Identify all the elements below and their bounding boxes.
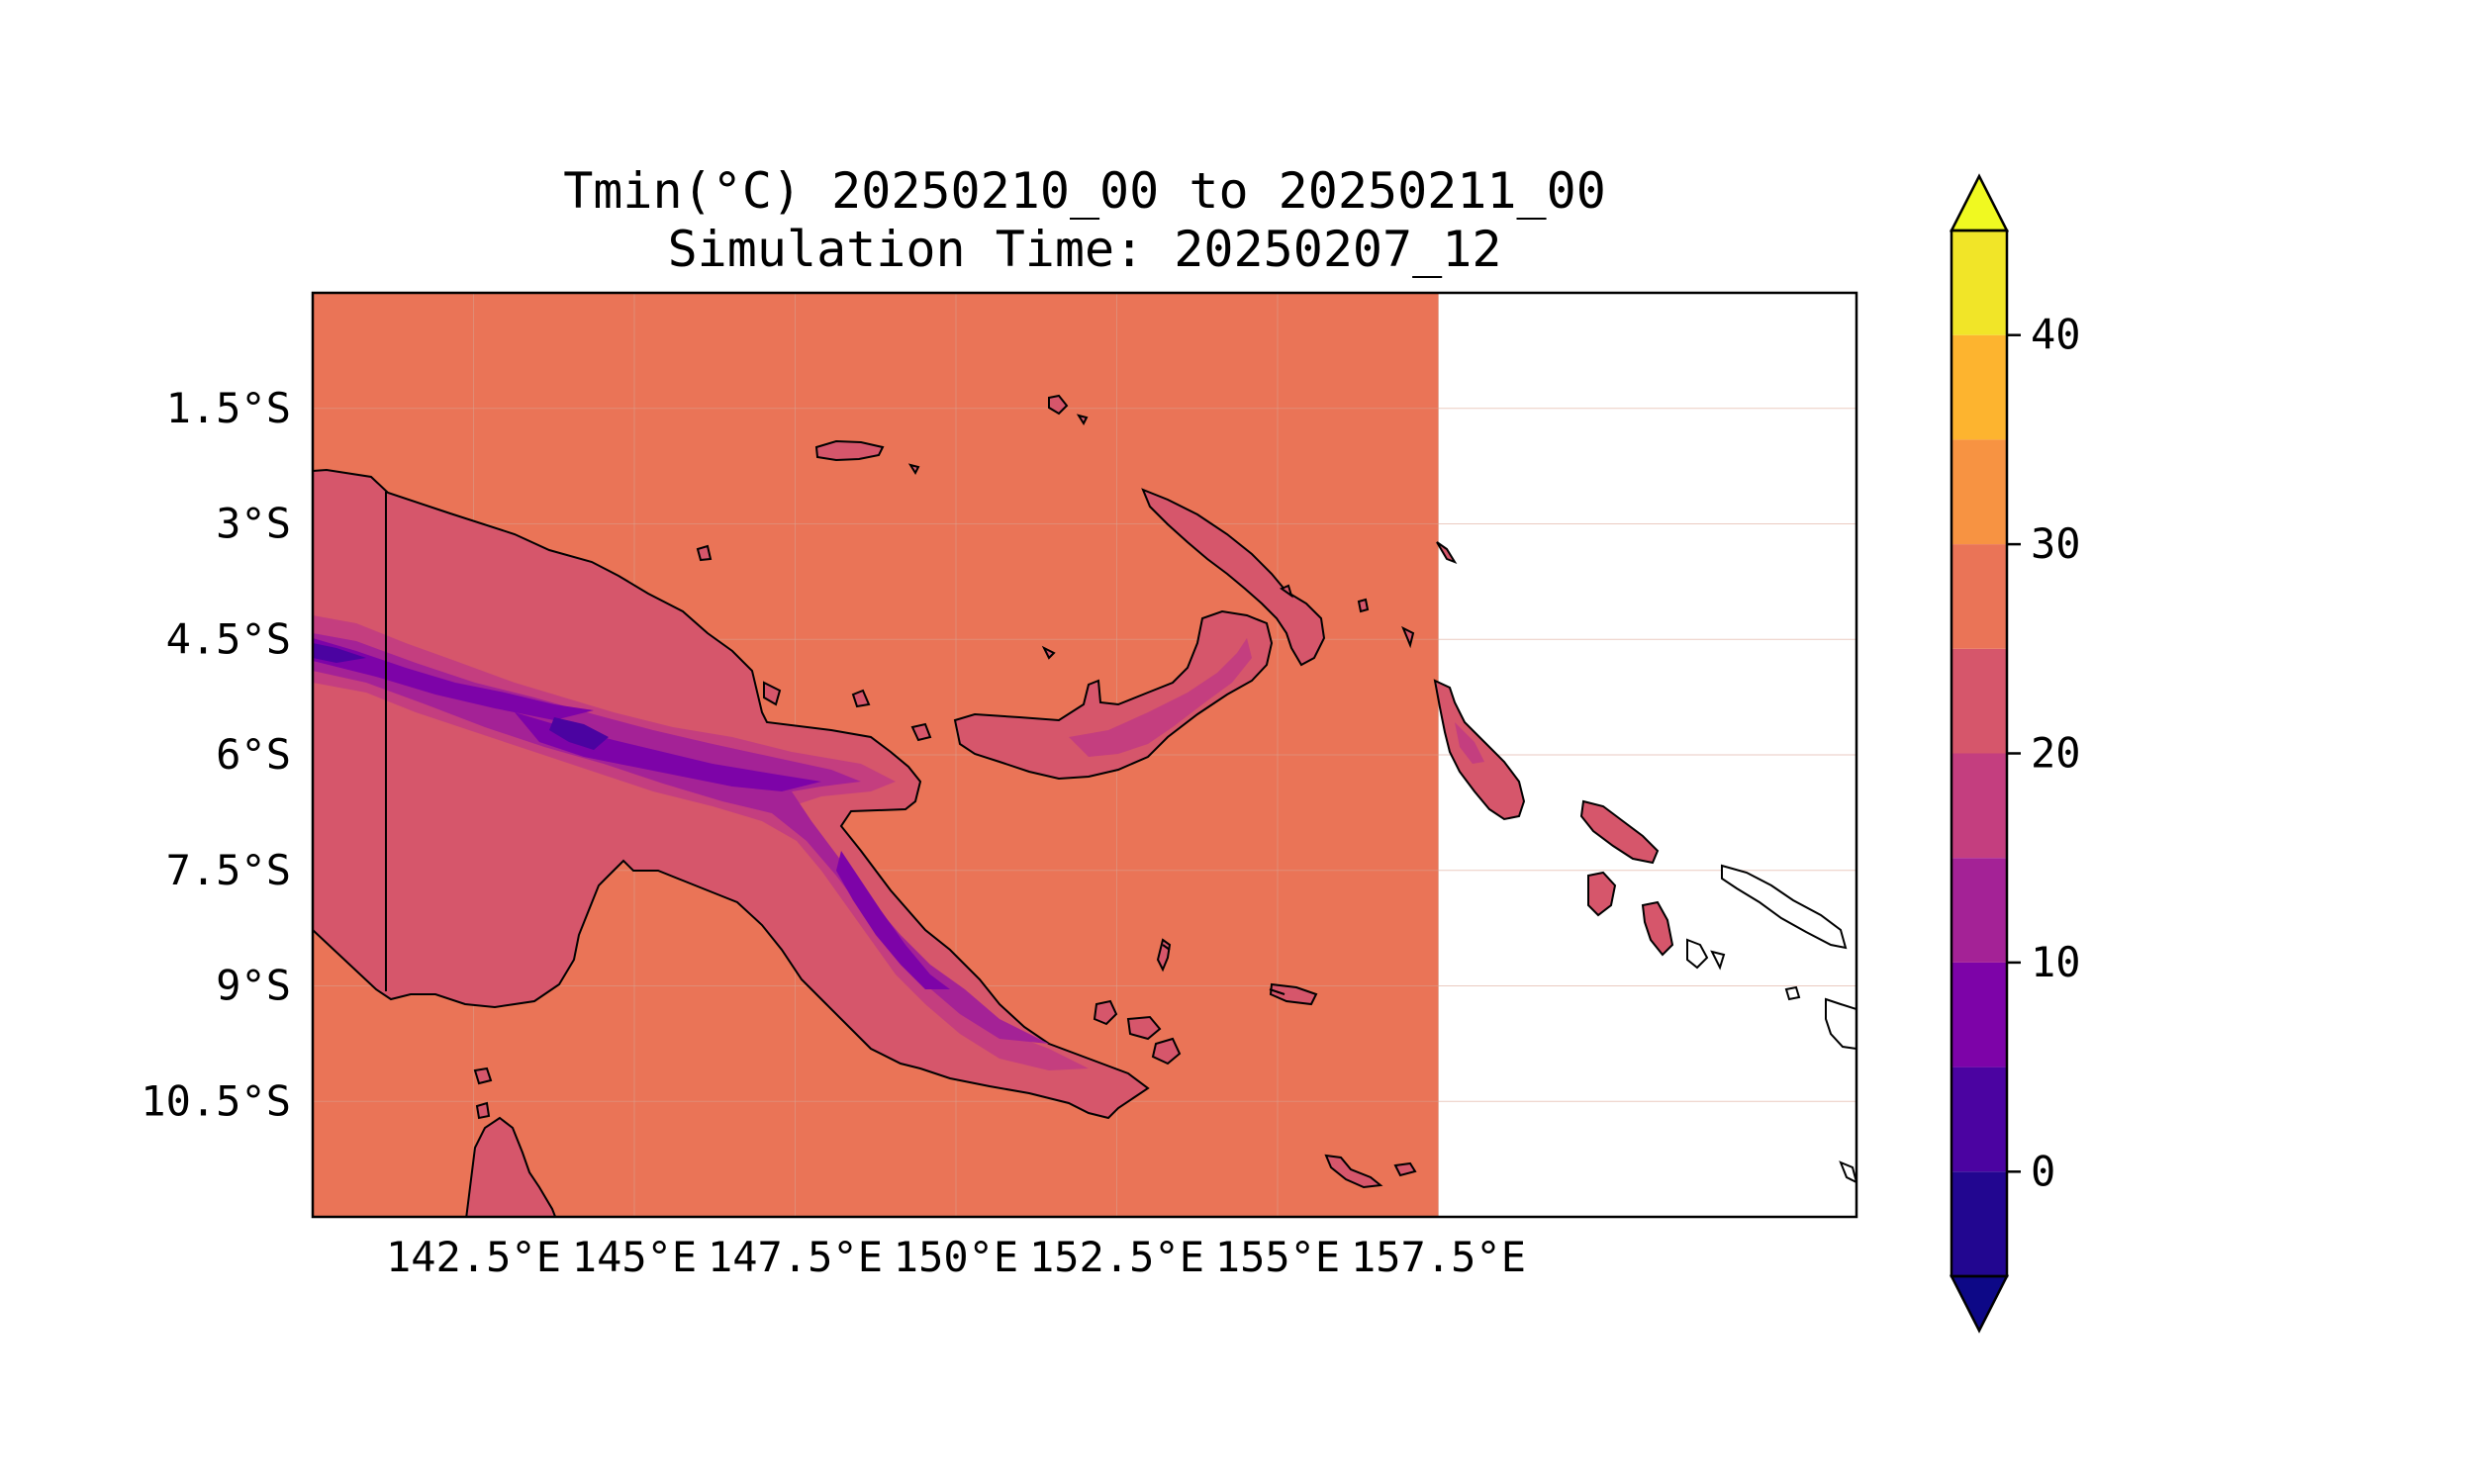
- highland-band-5-10: [313, 638, 950, 989]
- new-georgia-group: [1587, 871, 1674, 957]
- colorbar: 0 10 20 30 40: [1949, 173, 2081, 1334]
- north-small-islands: [696, 394, 1458, 995]
- colorbar-under-extension: [1949, 1274, 2010, 1334]
- colorbar-level: [1951, 962, 2007, 1067]
- new-britain-island: [953, 609, 1274, 781]
- colorbar-level: [1951, 753, 2007, 859]
- choiseul-island: [1579, 799, 1660, 865]
- lat-tick-label: 1.5°S: [166, 384, 291, 432]
- map-panel[interactable]: [313, 293, 1856, 1227]
- lat-tick-label: 7.5°S: [166, 846, 291, 894]
- lon-tick-label: 150°E: [894, 1233, 1018, 1281]
- colorbar-tick-label: 10: [2031, 938, 2081, 986]
- manus-island: [814, 439, 885, 462]
- plot-title-line-2: Simulation Time: 20250207_12: [667, 221, 1502, 278]
- plot-title-line-1: Tmin(°C) 20250210_00 to 20250211_00: [563, 162, 1606, 220]
- colorbar-level: [1951, 858, 2007, 963]
- lon-tick-label: 147.5°E: [708, 1233, 883, 1281]
- colorbar-level: [1951, 439, 2007, 545]
- cape-york-peninsula: [465, 1116, 557, 1217]
- lon-tick-label: 157.5°E: [1351, 1233, 1526, 1281]
- colorbar-tick-label: 30: [2031, 519, 2081, 568]
- highland-core-0-5: [313, 643, 609, 750]
- bougainville-cool-spot: [1455, 722, 1484, 764]
- colorbar-level: [1951, 231, 2007, 335]
- latitude-tick-labels: 1.5°S 3°S 4.5°S 6°S 7.5°S 9°S 10.5°S: [141, 384, 291, 1126]
- map-frame: [311, 291, 1858, 1219]
- lon-tick-label: 145°E: [572, 1233, 697, 1281]
- louisiade-archipelago: [1324, 1154, 1417, 1189]
- lon-tick-label: 142.5°E: [386, 1233, 561, 1281]
- colorbar-level: [1951, 1171, 2007, 1276]
- lat-tick-label: 4.5°S: [166, 614, 291, 663]
- woodlark-island: [1269, 982, 1318, 1006]
- new-britain-cool-band: [1069, 638, 1252, 757]
- colorbar-level: [1951, 648, 2007, 754]
- lat-tick-label: 3°S: [216, 500, 291, 548]
- colorbar-over-extension: [1949, 173, 2010, 232]
- colorbar-levels: [1951, 231, 2007, 1276]
- longitude-tick-labels: 142.5°E 145°E 147.5°E 150°E 152.5°E 155°E 157.…: [386, 1233, 1526, 1281]
- colorbar-tick-label: 0: [2031, 1147, 2055, 1195]
- new-ireland-island: [1141, 488, 1326, 667]
- colorbar-tick-label: 20: [2031, 729, 2081, 778]
- colorbar-level: [1951, 334, 2007, 440]
- lat-tick-label: 10.5°S: [141, 1076, 291, 1125]
- dentrecasteaux-islands: [1093, 999, 1182, 1066]
- lat-tick-label: 6°S: [216, 730, 291, 779]
- colorbar-level: [1951, 1067, 2007, 1172]
- bougainville-island: [1433, 679, 1526, 821]
- colorbar-tick-label: 40: [2031, 311, 2081, 359]
- colorbar-ticks: 0 10 20 30 40: [2007, 311, 2081, 1195]
- guadalcanal-malaita-outline: [1686, 864, 1856, 1184]
- gridlines: [313, 293, 1856, 1217]
- lon-tick-label: 155°E: [1215, 1233, 1340, 1281]
- torres-strait-islands: [473, 1067, 493, 1120]
- lon-tick-label: 152.5°E: [1029, 1233, 1204, 1281]
- lat-tick-label: 9°S: [216, 962, 291, 1010]
- colorbar-level: [1951, 544, 2007, 649]
